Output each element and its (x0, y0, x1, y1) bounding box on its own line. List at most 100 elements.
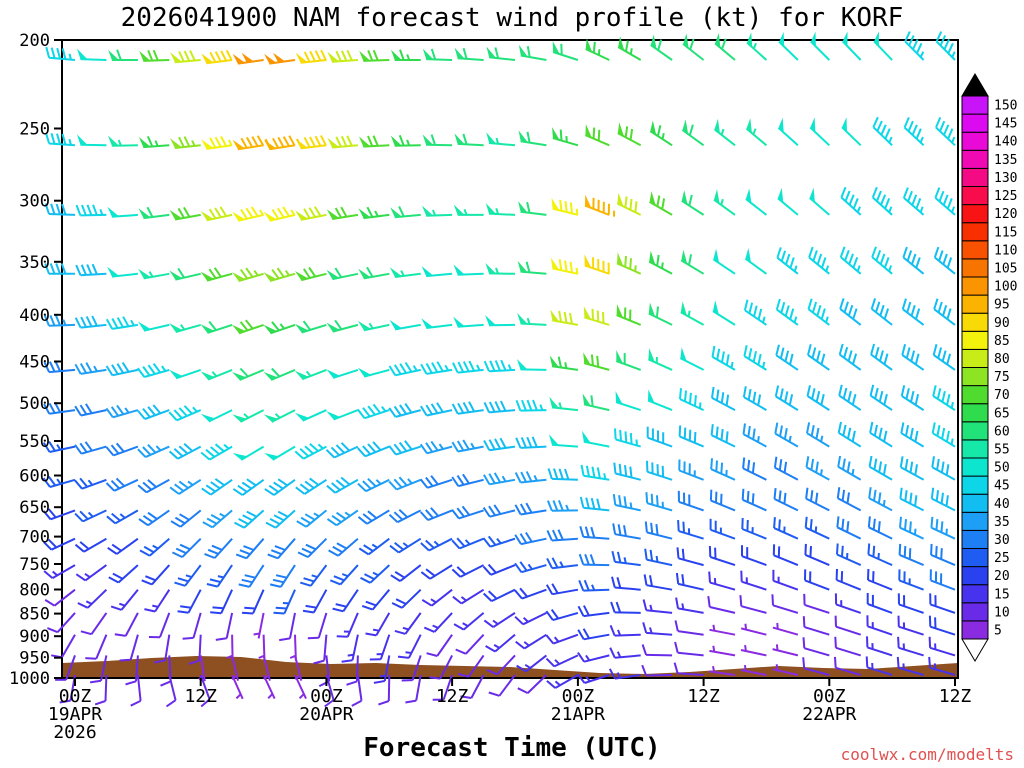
colorbar-label: 95 (994, 298, 1010, 313)
colorbar-under-cap (961, 638, 989, 662)
colorbar-label: 105 (994, 261, 1017, 276)
pressure-label: 750 (19, 555, 50, 575)
colorbar-cell (961, 204, 989, 224)
pressure-label: 850 (19, 605, 50, 625)
colorbar-label: 20 (994, 569, 1010, 584)
colorbar-cell (961, 95, 989, 115)
time-tick-label: 12Z (184, 686, 217, 707)
colorbar-label: 85 (994, 334, 1010, 349)
plot-frame (61, 39, 959, 679)
pressure-label: 900 (19, 627, 50, 647)
colorbar: 5 10 15 20 25 30 35 40 45 50 55 60 65 70 75 80 85 90 95 100… (961, 73, 1017, 662)
colorbar-cell (961, 149, 989, 169)
colorbar-cell (961, 258, 989, 278)
colorbar-cell (961, 186, 989, 206)
pressure-label: 300 (19, 192, 50, 212)
colorbar-cell (961, 167, 989, 187)
time-tick-label: 12Z (436, 686, 469, 707)
colorbar-label: 90 (994, 316, 1010, 331)
date-label: 21APR (551, 704, 605, 725)
colorbar-label: 60 (994, 424, 1010, 439)
colorbar-label: 75 (994, 370, 1010, 385)
chart-title: 2026041900 NAM forecast wind profile (kt… (120, 3, 904, 33)
colorbar-cell (961, 475, 989, 495)
colorbar-label: 120 (994, 207, 1017, 222)
colorbar-cell (961, 330, 989, 350)
colorbar-label: 150 (994, 99, 1017, 114)
colorbar-label: 30 (994, 533, 1010, 548)
date-label: 22APR (802, 704, 856, 725)
colorbar-label: 35 (994, 515, 1010, 530)
colorbar-cell (961, 367, 989, 387)
colorbar-cell (961, 493, 989, 513)
pressure-label: 450 (19, 353, 50, 373)
colorbar-cell (961, 457, 989, 477)
time-tick-label: 00Z (813, 686, 846, 707)
pressure-label: 350 (19, 253, 50, 273)
pressure-label: 650 (19, 498, 50, 518)
pressure-label: 550 (19, 432, 50, 452)
time-tick-label: 12Z (939, 686, 972, 707)
time-tick-label: 12Z (687, 686, 720, 707)
colorbar-label: 50 (994, 461, 1010, 476)
colorbar-cell (961, 529, 989, 550)
pressure-label: 400 (19, 306, 50, 326)
colorbar-label: 10 (994, 605, 1010, 620)
colorbar-label: 125 (994, 189, 1017, 204)
x-axis-title: Forecast Time (UTC) (363, 733, 661, 763)
pressure-label: 800 (19, 581, 50, 601)
colorbar-cell (961, 348, 989, 368)
colorbar-cell (961, 548, 989, 568)
colorbar-over-cap (961, 73, 989, 97)
colorbar-cell (961, 620, 989, 640)
pressure-label: 250 (19, 120, 50, 140)
pressure-label: 600 (19, 467, 50, 487)
colorbar-label: 65 (994, 406, 1010, 421)
colorbar-label: 40 (994, 497, 1010, 512)
date-label: 20APR (299, 704, 353, 725)
colorbar-cell (961, 294, 989, 314)
date-label: 19APR (48, 704, 102, 725)
colorbar-cell (961, 276, 989, 296)
colorbar-cell (961, 403, 989, 423)
colorbar-cell (961, 131, 989, 151)
colorbar-cell (961, 584, 989, 604)
pressure-label: 950 (19, 649, 50, 669)
pressure-label: 500 (19, 394, 50, 414)
pressure-label: 1000 (9, 669, 50, 689)
colorbar-cell (961, 511, 989, 531)
colorbar-label: 130 (994, 171, 1017, 186)
colorbar-label: 70 (994, 388, 1010, 403)
year-label: 2026 (53, 722, 96, 743)
colorbar-cell (961, 240, 989, 260)
pressure-label: 700 (19, 528, 50, 548)
colorbar-label: 135 (994, 153, 1017, 168)
colorbar-label: 80 (994, 352, 1010, 367)
colorbar-label: 100 (994, 280, 1017, 295)
colorbar-label: 25 (994, 551, 1010, 566)
colorbar-cell (961, 602, 989, 622)
time-tick-label: 00Z (562, 686, 595, 707)
colorbar-label: 115 (994, 225, 1017, 240)
colorbar-label: 145 (994, 117, 1017, 132)
time-tick-label: 00Z (59, 686, 92, 707)
colorbar-cell (961, 421, 989, 441)
colorbar-label: 140 (994, 135, 1017, 150)
colorbar-label: 15 (994, 587, 1010, 602)
colorbar-label: 5 (994, 623, 1002, 638)
colorbar-cell (961, 222, 989, 242)
terrain-fill (62, 656, 958, 678)
colorbar-cell (961, 385, 989, 405)
colorbar-label: 110 (994, 243, 1017, 258)
colorbar-label: 45 (994, 479, 1010, 494)
wind-barbs (42, 31, 956, 708)
watermark-credit: coolwx.com/modelts (840, 745, 1014, 764)
colorbar-label: 55 (994, 442, 1010, 457)
colorbar-cell (961, 312, 989, 332)
colorbar-cell (961, 113, 989, 133)
colorbar-cell (961, 566, 989, 586)
time-tick-label: 00Z (310, 686, 343, 707)
pressure-label: 200 (19, 31, 50, 51)
